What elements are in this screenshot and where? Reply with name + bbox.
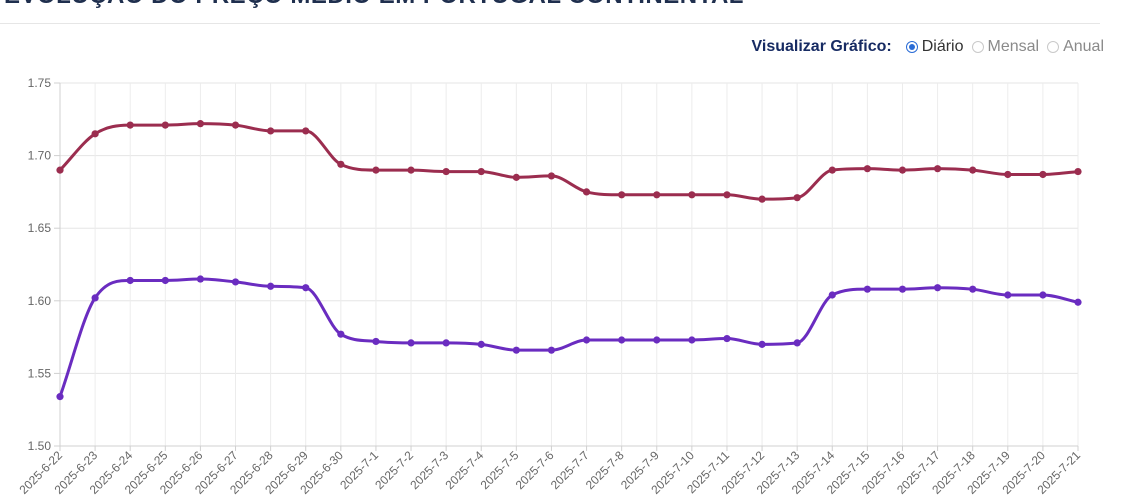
series-2-point [582, 336, 591, 344]
series-1-point [793, 194, 801, 202]
series-1-point [582, 188, 591, 196]
series-2-point [91, 294, 99, 302]
series-line-1 [58, 122, 1079, 201]
series-2-point [793, 339, 801, 347]
radio-diario-circle[interactable] [905, 41, 918, 53]
series-1-point [863, 165, 871, 173]
series-2-point [267, 282, 275, 290]
series-2-point [1074, 298, 1082, 306]
series-1-point [723, 191, 731, 199]
series-2-point [653, 336, 661, 344]
radio-mensal[interactable]: Mensal [971, 38, 1040, 56]
series-2-point [512, 346, 520, 354]
series-1-point [337, 160, 345, 168]
series-1-point [442, 167, 450, 176]
series-1-point [618, 191, 626, 199]
series-2-point [1004, 291, 1012, 299]
series-1-point [267, 127, 275, 135]
series-2-point [1039, 291, 1047, 299]
series-2-point [828, 291, 836, 299]
y-tick-label: 1.75 [28, 76, 52, 90]
view-controls: Visualizar Gráfico: Diário Mensal Anual [752, 38, 1105, 56]
series-1-point [1074, 167, 1082, 176]
series-1-point [653, 191, 661, 199]
series-2-point [442, 339, 450, 347]
series-1-point [372, 166, 380, 174]
series-1-point [828, 166, 836, 174]
series-2-point [231, 278, 240, 286]
series-1-point [302, 127, 310, 135]
series-1-point [512, 173, 520, 181]
series-1-point [547, 172, 556, 180]
view-label: Visualizar Gráfico: [751, 38, 892, 55]
series-2-point [758, 340, 766, 348]
series-2-point [898, 285, 907, 293]
series-1-point [126, 121, 134, 129]
series-2-point [337, 330, 345, 338]
series-2-point [477, 340, 485, 348]
y-tick-label: 1.65 [28, 221, 52, 235]
series-2-point [688, 336, 696, 344]
y-tick-label: 1.55 [28, 366, 52, 380]
y-tick-label: 1.70 [28, 149, 52, 163]
series-1-point [933, 165, 942, 173]
series-1-point [196, 120, 205, 128]
series-1-point [969, 166, 977, 174]
series-1-point [56, 166, 64, 174]
radio-diario-label: Diário [921, 38, 964, 55]
radio-mensal-label: Mensal [987, 38, 1040, 55]
series-2-point [126, 276, 134, 285]
series-2-point [407, 339, 415, 347]
series-1-point [477, 167, 485, 176]
series-1-point [1039, 170, 1047, 179]
y-tick-label: 1.60 [28, 294, 52, 308]
title-divider [0, 23, 1100, 24]
series-1-point [407, 166, 415, 174]
series-2-point [161, 276, 169, 285]
series-1-point [898, 166, 907, 174]
series-1-point [161, 121, 169, 129]
radio-mensal-circle[interactable] [971, 41, 984, 53]
page-title: EVOLUÇÃO DO PREÇO MÉDIO EM PORTUGAL CONT… [4, 0, 744, 10]
series-1-point [91, 130, 99, 138]
series-2-point [372, 337, 380, 346]
series-2-point [723, 334, 731, 343]
radio-diario[interactable]: Diário [905, 38, 964, 56]
radio-anual-circle[interactable] [1047, 41, 1060, 53]
series-2-point [969, 285, 977, 293]
series-2-point [933, 284, 942, 292]
series-1-point [688, 191, 696, 199]
series-1-point [231, 121, 240, 129]
series-1-point [1004, 170, 1012, 179]
series-2-point [302, 284, 310, 292]
y-tick-label: 1.50 [28, 439, 52, 453]
series-2-point [547, 346, 556, 354]
series-2-point [863, 285, 871, 293]
series-2-point [196, 275, 205, 283]
series-2-point [56, 393, 64, 401]
series-1-point [758, 195, 766, 203]
radio-anual-label: Anual [1063, 38, 1104, 55]
series-2-point [618, 336, 626, 344]
series-line-2 [58, 277, 1079, 398]
radio-anual[interactable]: Anual [1047, 38, 1104, 56]
